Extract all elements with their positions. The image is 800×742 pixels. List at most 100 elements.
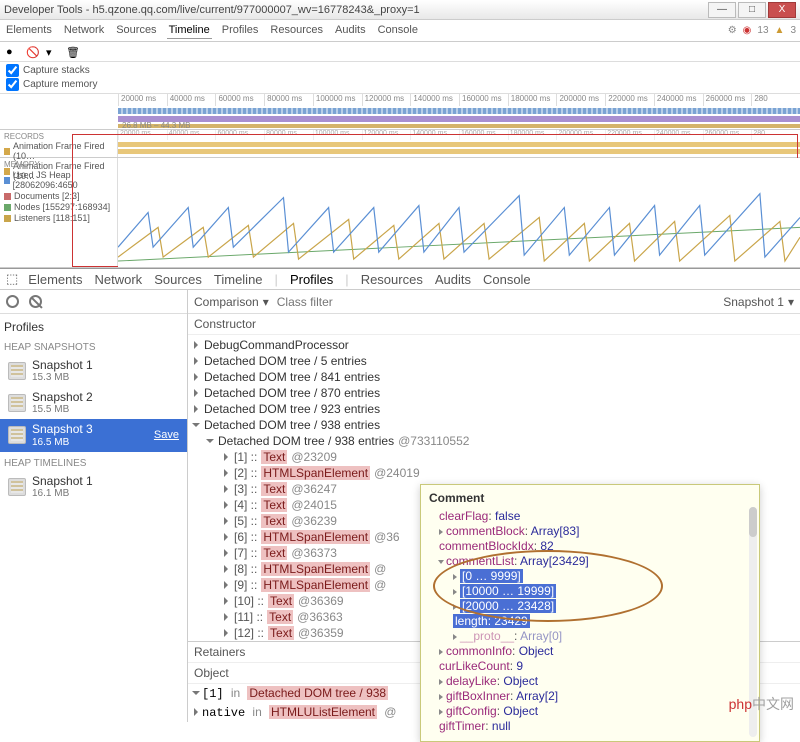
tab-resources[interactable]: Resources xyxy=(361,272,423,287)
tree-row[interactable]: Detached DOM tree / 923 entries xyxy=(188,401,800,417)
tree-row[interactable]: Detached DOM tree / 870 entries xyxy=(188,385,800,401)
tooltip-row: giftConfig: Object xyxy=(429,704,751,719)
timeline-overview[interactable]: 20000 ms40000 ms60000 ms80000 ms100000 m… xyxy=(0,94,800,130)
window-close-button[interactable]: X xyxy=(768,2,796,18)
window-minimize-button[interactable]: — xyxy=(708,2,736,18)
capture-option[interactable]: Capture stacks xyxy=(6,64,794,77)
capture-option[interactable]: Capture memory xyxy=(6,78,794,91)
devtools-tab-strip: Elements Network Sources Timeline Profiles Re… xyxy=(4,22,420,39)
tab-sources[interactable]: Sources xyxy=(154,272,202,287)
records-pane: RECORDS Animation Frame Fired (10…Animat… xyxy=(0,130,800,158)
tooltip-row: commentBlockIdx: 82 xyxy=(429,539,751,554)
record-bar xyxy=(118,142,800,147)
filter-icon[interactable]: ▾ xyxy=(46,46,58,58)
tree-row[interactable]: Detached DOM tree / 938 entries xyxy=(188,417,800,433)
tooltip-row: [0 … 9999] xyxy=(429,569,751,584)
records-header: RECORDS xyxy=(4,132,113,141)
timeline-item[interactable]: Snapshot 116.1 MB xyxy=(0,471,187,503)
memory-range-text: 26.8 MB – 44.3 MB xyxy=(122,121,190,130)
overview-band xyxy=(118,116,800,122)
chevron-down-icon: ▾ xyxy=(788,295,794,309)
clear-icon[interactable]: 🚫 xyxy=(26,46,38,58)
record-bar xyxy=(118,149,800,154)
tab-console[interactable]: Console xyxy=(376,22,420,39)
tooltip-row: clearFlag: false xyxy=(429,509,751,524)
comparison-filter-bar: Comparison ▾ Snapshot 1 ▾ xyxy=(188,290,800,314)
tooltip-row: commentBlock: Array[83] xyxy=(429,524,751,539)
tooltip-row: [20000 … 23428] xyxy=(429,599,751,614)
chevron-down-icon: ▾ xyxy=(263,295,269,309)
tab-elements[interactable]: Elements xyxy=(28,272,82,287)
tab-timeline[interactable]: Timeline xyxy=(214,272,263,287)
clear-profiles-icon[interactable] xyxy=(29,295,42,308)
tab-audits[interactable]: Audits xyxy=(333,22,368,39)
tab-timeline[interactable]: Timeline xyxy=(167,22,212,39)
tooltip-title: Comment xyxy=(429,491,751,505)
tab-network[interactable]: Network xyxy=(62,22,106,39)
warning-count: 3 xyxy=(790,25,796,36)
constructor-header: Constructor xyxy=(188,314,800,335)
inspect-icon[interactable]: ⬚ xyxy=(6,271,18,287)
error-count: 13 xyxy=(757,25,768,36)
legend-item[interactable]: Listeners [118:151] xyxy=(4,213,113,223)
capture-options: Capture stacks Capture memory xyxy=(0,62,800,94)
tooltip-row: giftTimer: null xyxy=(429,719,751,734)
class-filter-input[interactable] xyxy=(277,295,716,309)
legend-item[interactable]: Used JS Heap [28062096:4650 xyxy=(4,170,113,190)
heap-timelines-section: HEAP TIMELINES xyxy=(0,452,187,471)
baseline-dropdown[interactable]: Snapshot 1 ▾ xyxy=(723,295,794,309)
record-profile-icon[interactable] xyxy=(6,295,19,308)
record-icon[interactable]: ● xyxy=(6,46,18,58)
profiles-content: Comparison ▾ Snapshot 1 ▾ Constructor De… xyxy=(188,290,800,722)
tab-resources[interactable]: Resources xyxy=(268,22,325,39)
memory-header: MEMORY xyxy=(4,160,113,169)
save-link[interactable]: Save xyxy=(154,429,179,441)
gear-icon[interactable]: ⚙ xyxy=(728,25,737,36)
tab-network[interactable]: Network xyxy=(95,272,143,287)
tooltip-row: commentList: Array[23429] xyxy=(429,554,751,569)
profiles-toolbar xyxy=(0,290,187,314)
memory-pane: MEMORY Used JS Heap [28062096:4650Docume… xyxy=(0,158,800,268)
tab-audits[interactable]: Audits xyxy=(435,272,471,287)
tooltip-row: curLikeCount: 9 xyxy=(429,659,751,674)
devtools-toolbar: Elements Network Sources Timeline Profiles Re… xyxy=(0,20,800,42)
watermark: php中文网 xyxy=(729,694,794,714)
tab-elements[interactable]: Elements xyxy=(4,22,54,39)
tree-row[interactable]: Detached DOM tree / 5 entries xyxy=(188,353,800,369)
tab-profiles[interactable]: Profiles xyxy=(220,22,261,39)
tooltip-row: giftBoxInner: Array[2] xyxy=(429,689,751,704)
overview-band xyxy=(118,108,800,114)
gc-icon[interactable]: 🗑 xyxy=(66,46,78,58)
timeline-toolbar: ● 🚫 ▾ 🗑 xyxy=(0,42,800,62)
tooltip-row: [10000 … 19999] xyxy=(429,584,751,599)
tree-row[interactable]: [1] :: Text @23209 xyxy=(188,449,800,465)
view-mode-dropdown[interactable]: Comparison ▾ xyxy=(194,295,269,309)
snapshot-item[interactable]: Snapshot 115.3 MB xyxy=(0,355,187,387)
tooltip-row: length: 23429 xyxy=(429,614,751,629)
tree-row[interactable]: Detached DOM tree / 938 entries @7331105… xyxy=(188,433,800,449)
legend-item[interactable]: Documents [2:3] xyxy=(4,191,113,201)
tooltip-row: __proto__: Array[0] xyxy=(429,629,751,644)
tab-profiles[interactable]: Profiles xyxy=(290,272,333,287)
profiles-main: Profiles HEAP SNAPSHOTS Snapshot 115.3 M… xyxy=(0,290,800,722)
profiles-label: Profiles xyxy=(0,314,187,336)
window-titlebar: Developer Tools - h5.qzone.qq.com/live/c… xyxy=(0,0,800,20)
overview-band xyxy=(118,124,800,128)
tree-row[interactable]: Detached DOM tree / 841 entries xyxy=(188,369,800,385)
devtools-toolbar-2: ⬚ ElementsNetworkSourcesTimeline|Profile… xyxy=(0,268,800,290)
snapshot-item[interactable]: Snapshot 215.5 MB xyxy=(0,387,187,419)
comment-tooltip: Comment clearFlag: falsecommentBlock: Ar… xyxy=(420,484,760,742)
tooltip-row: delayLike: Object xyxy=(429,674,751,689)
heap-snapshots-section: HEAP SNAPSHOTS xyxy=(0,336,187,355)
memory-chart[interactable] xyxy=(118,158,800,267)
profiles-sidebar: Profiles HEAP SNAPSHOTS Snapshot 115.3 M… xyxy=(0,290,188,722)
window-title: Developer Tools - h5.qzone.qq.com/live/c… xyxy=(4,4,708,16)
tooltip-row: commonInfo: Object xyxy=(429,644,751,659)
tab-console[interactable]: Console xyxy=(483,272,531,287)
tree-row[interactable]: DebugCommandProcessor xyxy=(188,337,800,353)
legend-item[interactable]: Nodes [155297:168934] xyxy=(4,202,113,212)
tab-sources[interactable]: Sources xyxy=(114,22,158,39)
tree-row[interactable]: [2] :: HTMLSpanElement @24019 xyxy=(188,465,800,481)
snapshot-item[interactable]: Snapshot 316.5 MBSave xyxy=(0,419,187,451)
window-maximize-button[interactable]: □ xyxy=(738,2,766,18)
